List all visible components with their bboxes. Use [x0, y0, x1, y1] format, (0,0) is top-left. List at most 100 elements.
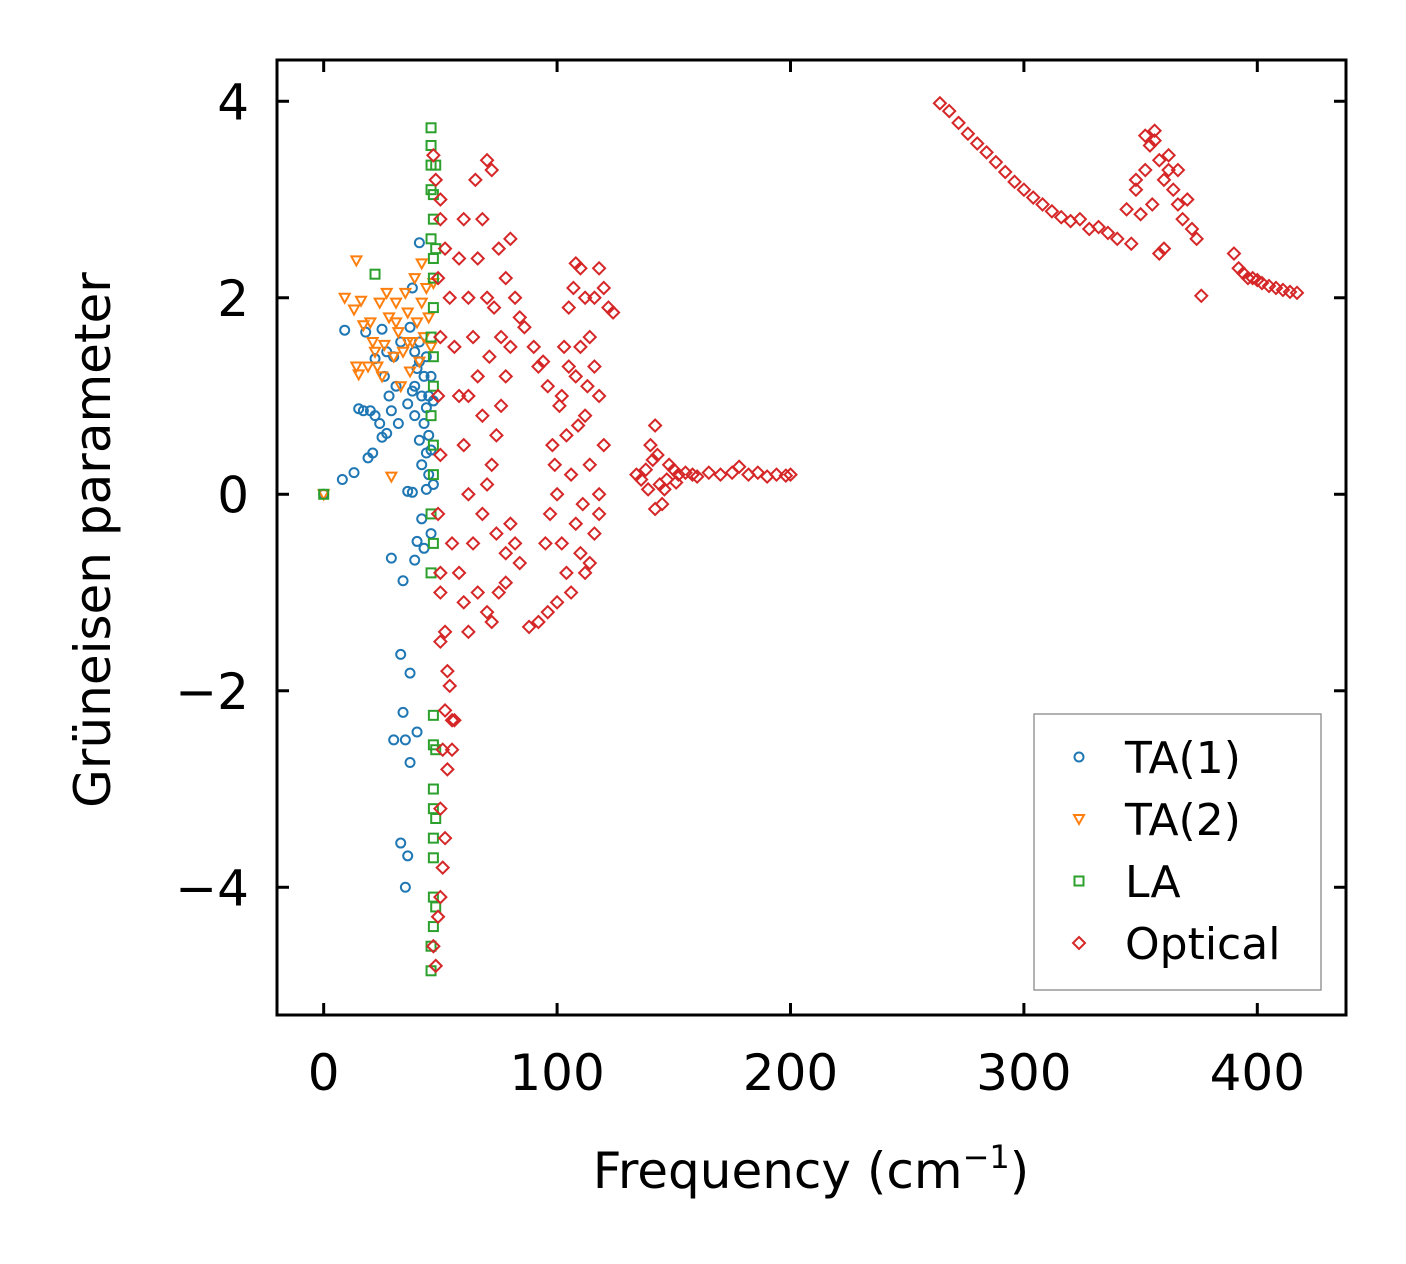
- legend-label: TA(1): [1124, 733, 1241, 784]
- data-point: [420, 483, 432, 495]
- data-point: [336, 474, 348, 486]
- data-point: [979, 144, 994, 160]
- data-point: [657, 481, 672, 497]
- data-point: [432, 634, 448, 650]
- data-point: [605, 305, 621, 320]
- data-point: [540, 378, 556, 394]
- data-point: [526, 339, 542, 355]
- data-point: [960, 126, 976, 142]
- data-point: [430, 744, 442, 756]
- data-point: [1170, 162, 1186, 178]
- data-point: [512, 310, 528, 325]
- data-point: [399, 734, 411, 746]
- data-point: [361, 361, 375, 374]
- data-point: [568, 255, 584, 271]
- data-point: [416, 459, 428, 471]
- data-point: [372, 297, 387, 310]
- data-point: [549, 594, 565, 610]
- data-point: [1137, 128, 1153, 144]
- data-point: [521, 619, 537, 635]
- data-point: [337, 292, 352, 305]
- data-point: [404, 756, 416, 768]
- data-point: [502, 516, 518, 532]
- data-point: [591, 506, 607, 522]
- data-point: [633, 472, 649, 487]
- data-point: [432, 889, 448, 905]
- data-point: [671, 467, 686, 483]
- data-point: [444, 535, 460, 551]
- data-point: [554, 388, 570, 404]
- data-points: [316, 95, 1305, 977]
- data-point: [563, 585, 579, 600]
- data-point: [439, 663, 455, 679]
- data-point: [413, 237, 425, 249]
- data-point: [418, 370, 430, 382]
- data-point: [512, 555, 528, 571]
- data-point: [427, 921, 439, 933]
- data-point: [556, 339, 572, 355]
- data-point: [370, 361, 385, 374]
- data-point: [570, 418, 586, 433]
- data-point: [654, 496, 670, 512]
- data-point: [425, 139, 437, 151]
- data-point: [430, 909, 446, 925]
- data-point: [408, 273, 422, 286]
- data-point: [349, 361, 364, 374]
- data-point: [369, 268, 381, 280]
- x-axis-label-superscript: −1: [963, 1138, 1010, 1176]
- data-point: [467, 172, 483, 188]
- data-point: [395, 837, 407, 849]
- data-point: [559, 427, 574, 443]
- data-point: [1044, 203, 1060, 219]
- data-point: [427, 439, 439, 451]
- data-point: [647, 501, 663, 517]
- data-point: [425, 233, 437, 245]
- data-point: [404, 321, 416, 333]
- data-point: [418, 542, 430, 554]
- data-point: [783, 467, 798, 483]
- data-point: [1189, 231, 1205, 247]
- data-point: [428, 958, 444, 974]
- data-point: [416, 513, 428, 525]
- data-point: [420, 447, 432, 459]
- data-point: [724, 465, 740, 481]
- data-point: [394, 381, 408, 394]
- data-point: [392, 418, 404, 430]
- data-point: [460, 388, 476, 404]
- data-point: [507, 535, 523, 551]
- data-point: [582, 329, 598, 345]
- data-point: [1175, 211, 1191, 227]
- data-point: [423, 429, 435, 441]
- data-point: [397, 706, 409, 718]
- data-point: [1240, 270, 1256, 286]
- data-point: [1025, 190, 1041, 205]
- data-point: [573, 260, 588, 276]
- data-point: [446, 712, 462, 728]
- data-point: [465, 329, 481, 345]
- data-point: [932, 95, 948, 111]
- data-point: [432, 211, 448, 227]
- x-tick-label: 100: [509, 1044, 604, 1102]
- data-point: [451, 251, 467, 266]
- data-point: [988, 154, 1004, 170]
- axis-ticks: [277, 60, 1346, 1015]
- data-point: [1128, 182, 1144, 198]
- data-point: [430, 270, 446, 286]
- data-point: [415, 297, 429, 310]
- data-point: [339, 324, 351, 336]
- data-point: [437, 830, 453, 846]
- plot-frame: [275, 58, 1348, 1017]
- data-point: [769, 467, 784, 483]
- data-point: [573, 545, 588, 561]
- data-point: [437, 241, 453, 257]
- data-point: [410, 317, 424, 330]
- data-point: [412, 356, 427, 369]
- data-point: [398, 287, 413, 300]
- data-point: [432, 192, 448, 207]
- data-point: [1151, 152, 1167, 168]
- data-point: [460, 290, 476, 306]
- series-optical: [425, 95, 1305, 974]
- data-point: [427, 709, 439, 721]
- data-point: [488, 427, 504, 443]
- data-point: [432, 447, 448, 463]
